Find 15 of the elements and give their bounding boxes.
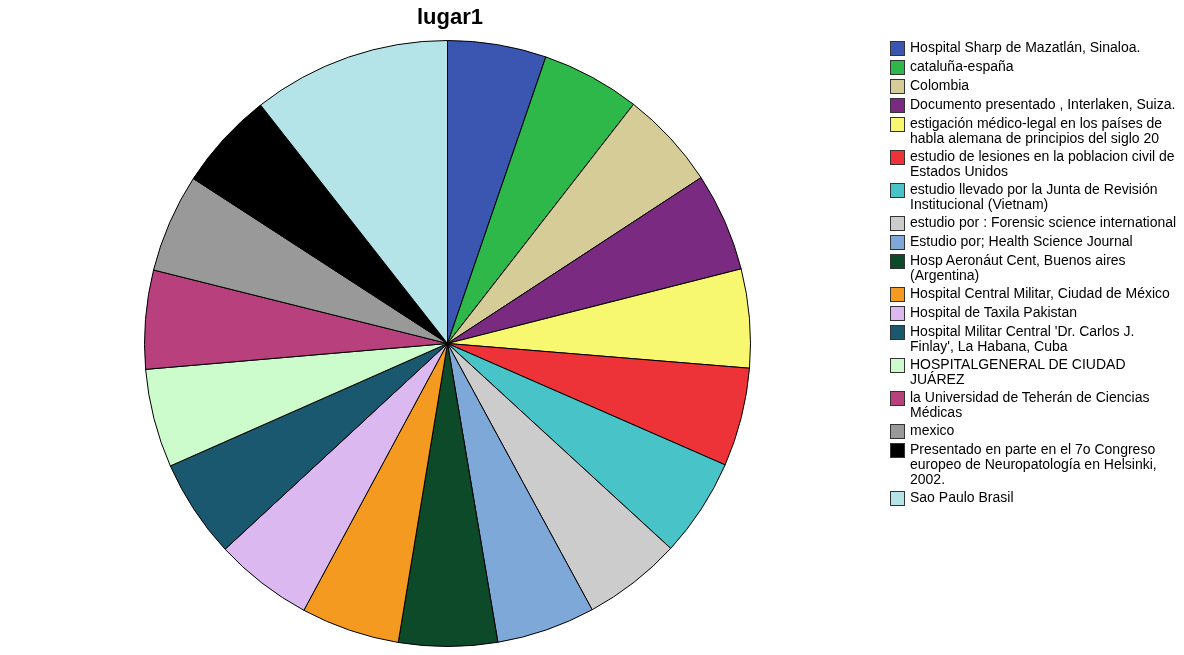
legend-label: Sao Paulo Brasil <box>910 489 1014 505</box>
legend-label: Documento presentado , Interlaken, Suiza. <box>910 96 1176 112</box>
legend-label: Hospital Central Militar, Ciudad de México <box>910 285 1170 301</box>
legend-label: estudio por : Forensic science international <box>910 214 1177 230</box>
legend-label: mexico <box>910 422 955 438</box>
legend-label: Presentado en parte en el 7o Congreso europeo de Neuropatología en Helsinki, 2002. <box>910 441 1158 487</box>
legend-label: Hospital Militar Central 'Dr. Carlos J. Finlay', La Habana, Cuba <box>910 323 1136 354</box>
legend-label: Hospital de Taxila Pakistan <box>910 304 1078 320</box>
legend-label: Hosp Aeronáut Cent, Buenos aires (Argentina) <box>910 252 1127 283</box>
chart-title: lugar1 <box>416 4 484 30</box>
legend-label: estudio llevado por la Junta de Revisión Institucional (Vietnam) <box>910 181 1159 212</box>
legend-label: Hospital Sharp de Mazatlán, Sinaloa. <box>910 39 1141 55</box>
legend-label: cataluña-españa <box>910 58 1014 74</box>
legend-label: Colombia <box>910 77 970 93</box>
legend-label: Estudio por; Health Science Journal <box>910 233 1133 249</box>
